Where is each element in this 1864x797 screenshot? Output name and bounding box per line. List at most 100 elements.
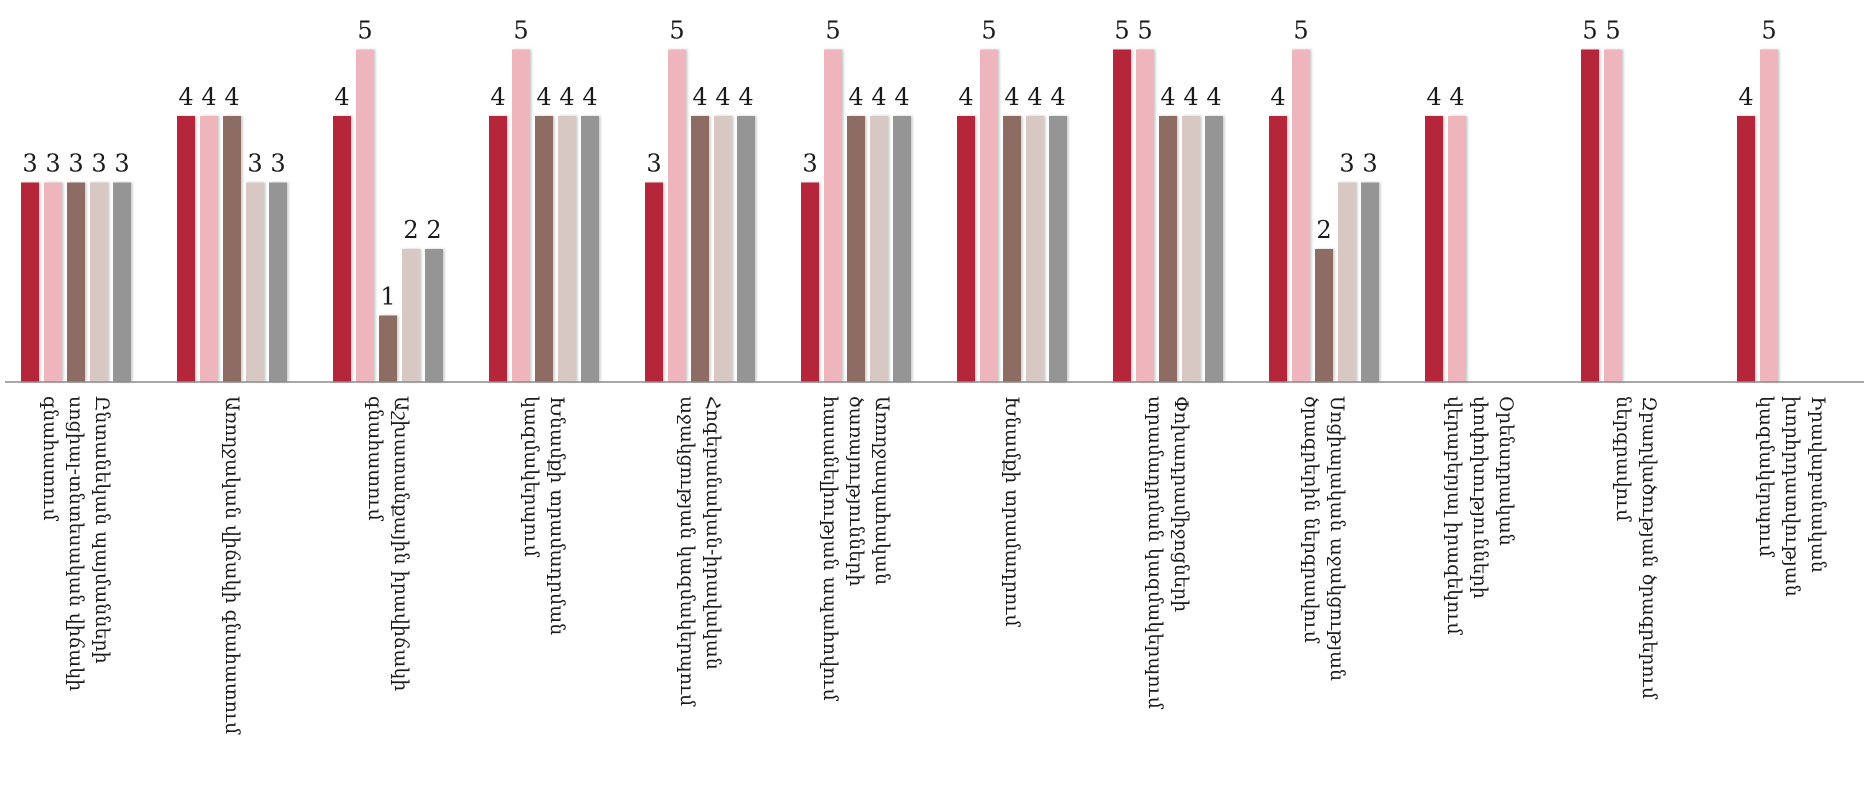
data-label-8-5: 4: [1206, 83, 1221, 111]
bar-2-5: [269, 182, 287, 382]
bar-12-1: [1737, 116, 1755, 382]
data-label-4-3: 4: [536, 83, 551, 111]
data-label-6-3: 4: [848, 83, 863, 111]
data-label-4-2: 5: [513, 17, 528, 45]
category-label-6: Առողջապահականծառայություններիհասանելիութ…: [819, 396, 893, 702]
bar-3-3: [379, 315, 397, 382]
bar-2-1: [177, 116, 195, 382]
bar-4-5: [581, 116, 599, 382]
data-label-12-1: 4: [1738, 83, 1753, 111]
bar-9-5: [1361, 182, 1379, 382]
bar-9-2: [1292, 49, 1310, 382]
bars-layer: [21, 49, 1778, 382]
bar-3-4: [402, 249, 420, 382]
bar-10-1: [1425, 116, 1443, 382]
bar-8-2: [1136, 49, 1154, 382]
bar-3-2: [356, 49, 374, 382]
bar-9-1: [1269, 116, 1287, 382]
bar-6-4: [870, 116, 888, 382]
bar-7-1: [957, 116, 975, 382]
data-label-7-4: 4: [1027, 83, 1042, 111]
data-label-6-1: 3: [802, 150, 817, 178]
bar-12-2: [1760, 49, 1778, 382]
bar-7-5: [1049, 116, 1067, 382]
bar-9-4: [1338, 182, 1356, 382]
bar-2-2: [200, 116, 218, 382]
data-label-7-3: 4: [1004, 83, 1019, 111]
category-label-7: Խնամքի տրամադրում: [1001, 396, 1023, 628]
bar-5-3: [691, 116, 709, 382]
data-label-12-2: 5: [1761, 17, 1776, 45]
data-label-2-5: 3: [270, 150, 285, 178]
bar-5-5: [737, 116, 755, 382]
bar-6-2: [824, 49, 842, 382]
bar-7-3: [1003, 116, 1021, 382]
data-label-3-3: 1: [380, 283, 395, 311]
bar-1-1: [21, 182, 39, 382]
bar-1-5: [113, 182, 131, 382]
data-label-8-3: 4: [1160, 83, 1175, 111]
data-label-1-3: 3: [68, 150, 83, 178]
data-label-1-5: 3: [114, 150, 129, 178]
bar-6-3: [847, 116, 865, 382]
bar-11-1: [1581, 49, 1599, 382]
category-label-1: Ընտանեկան պայմաններիսոցիալ-տնտեսական վիճ…: [39, 396, 113, 691]
data-label-7-5: 4: [1050, 83, 1065, 111]
data-label-4-1: 4: [490, 83, 505, 111]
data-label-4-4: 4: [559, 83, 574, 111]
category-label-12: Իրավաբանականխորհրդատվությանկազմակերպում: [1755, 396, 1829, 597]
bar-1-2: [44, 182, 62, 382]
data-label-6-2: 5: [825, 17, 840, 45]
category-label-9: Սոցիալական աջակցությանծրագրերին ներգրավո…: [1300, 396, 1348, 681]
data-label-5-1: 3: [646, 150, 661, 178]
data-label-1-1: 3: [22, 150, 37, 178]
data-label-9-5: 3: [1362, 150, 1377, 178]
bar-4-2: [512, 49, 530, 382]
category-label-10: Օրենսդրականփոփոխություններիվերաբերյալ իր…: [1443, 396, 1517, 636]
data-label-6-5: 4: [894, 83, 909, 111]
bar-8-5: [1205, 116, 1223, 382]
data-label-8-2: 5: [1137, 17, 1152, 45]
data-label-10-2: 4: [1449, 83, 1464, 111]
bar-4-4: [558, 116, 576, 382]
data-label-5-2: 5: [669, 17, 684, 45]
bar-2-4: [246, 182, 264, 382]
data-label-3-2: 5: [357, 17, 372, 45]
category-label-4: Խնամքի տրամադրմանկազմակերպում: [520, 396, 568, 635]
data-label-8-1: 5: [1114, 17, 1129, 45]
data-label-4-5: 4: [582, 83, 597, 111]
bar-4-3: [535, 116, 553, 382]
bar-4-1: [489, 116, 507, 382]
bar-8-1: [1113, 49, 1131, 382]
data-label-5-3: 4: [692, 83, 707, 111]
bar-8-3: [1159, 116, 1177, 382]
category-labels-layer: Ընտանեկան պայմաններիսոցիալ-տնտեսական վիճ…: [39, 396, 1829, 735]
category-label-3: Աշխատանքային իրավիճակիգնահատում: [364, 396, 412, 691]
data-label-11-1: 5: [1582, 17, 1597, 45]
category-label-11: Զբաղվածության ծրագրերումներգրավում: [1612, 396, 1660, 700]
bar-1-4: [90, 182, 108, 382]
bar-10-2: [1448, 116, 1466, 382]
data-label-11-2: 5: [1605, 17, 1620, 45]
bar-6-5: [893, 116, 911, 382]
data-label-3-1: 4: [334, 83, 349, 111]
data-label-10-1: 4: [1426, 83, 1441, 111]
data-label-3-5: 2: [426, 216, 441, 244]
data-label-6-4: 4: [871, 83, 886, 111]
bar-6-1: [801, 182, 819, 382]
bar-11-2: [1604, 49, 1622, 382]
data-label-3-4: 2: [403, 216, 418, 244]
data-label-8-4: 4: [1183, 83, 1198, 111]
data-label-2-3: 4: [224, 83, 239, 111]
bar-7-4: [1026, 116, 1044, 382]
data-label-2-4: 3: [247, 150, 262, 178]
category-label-5: Հոգեբանական-իրավականաջակցության կազմակեր…: [676, 396, 724, 707]
bar-9-3: [1315, 249, 1333, 382]
bar-5-1: [645, 182, 663, 382]
bar-2-3: [223, 116, 241, 382]
category-label-2: Առողջական վիճակի գնահատում: [221, 396, 243, 735]
data-label-7-2: 5: [981, 17, 996, 45]
data-label-5-4: 4: [715, 83, 730, 111]
